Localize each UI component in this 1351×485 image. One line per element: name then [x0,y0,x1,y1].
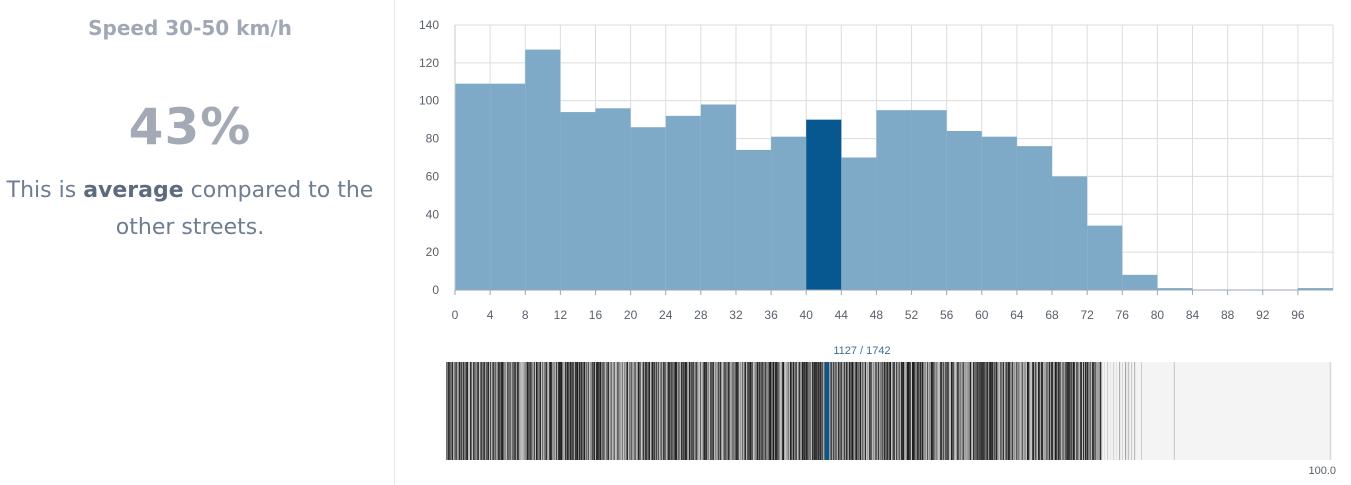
histogram-bar [1122,274,1158,290]
rank-label: 1127 / 1742 [833,345,890,357]
histogram-bar [1297,288,1333,290]
panel-title: Speed 30-50 km/h [88,16,292,40]
comparison-text: This is average compared to the other st… [0,172,380,246]
y-tick-label: 120 [419,56,439,70]
y-tick-label: 20 [426,245,440,259]
x-tick-label: 64 [1010,308,1024,322]
histogram-bar-highlighted [806,119,842,291]
x-tick-label: 20 [624,308,638,322]
comparison-prefix: This is [6,178,84,203]
x-tick-label: 32 [729,308,743,322]
x-tick-label: 52 [905,308,919,322]
histogram-bar [876,110,912,290]
y-tick-label: 140 [419,18,439,32]
strip-lines [446,362,1331,460]
x-tick-label: 44 [835,308,849,322]
x-tick-label: 68 [1045,308,1059,322]
x-tick-label: 76 [1116,308,1130,322]
histogram-bar [700,104,736,290]
y-tick-label: 80 [426,132,440,146]
x-tick-label: 84 [1186,308,1200,322]
histogram-bar [595,108,631,291]
percent-value: 43% [128,98,252,156]
x-tick-label: 8 [522,308,529,322]
x-tick-label: 0 [452,308,459,322]
x-tick-label: 48 [870,308,884,322]
histogram-bar [455,83,491,290]
x-tick-label: 4 [487,308,494,322]
x-tick-label: 36 [764,308,778,322]
y-tick-label: 60 [426,169,440,183]
max-value-label: 100.0 [1308,465,1336,477]
x-tick-label: 72 [1080,308,1094,322]
comparison-suffix: compared to the other streets. [115,178,374,240]
x-tick-label: 80 [1151,308,1165,322]
summary-panel: Speed 30-50 km/h 43% This is average com… [0,0,395,485]
x-tick-label: 88 [1221,308,1235,322]
histogram-bar [841,157,877,290]
histogram-bar [560,112,596,290]
histogram-bar [771,136,807,290]
histogram-bar [1052,176,1088,290]
histogram-bar [981,136,1017,290]
x-tick-label: 56 [940,308,954,322]
x-tick-label: 40 [800,308,814,322]
histogram-bar [1016,146,1053,290]
histogram-bars [455,49,1333,291]
x-tick-label: 16 [589,308,603,322]
comparison-rating: average [83,178,184,203]
x-tick-label: 24 [659,308,673,322]
histogram-bar [946,131,982,290]
histogram-bar [490,83,526,290]
y-tick-label: 100 [419,94,439,108]
x-tick-label: 96 [1291,308,1305,322]
histogram-bar [665,115,701,290]
histogram-bar [735,149,772,290]
x-tick-label: 28 [694,308,708,322]
y-tick-label: 0 [432,283,439,297]
histogram-bar [1087,225,1123,290]
histogram-bar [911,110,947,290]
histogram-bar [525,49,561,290]
histogram-bar [630,127,666,290]
x-tick-label: 92 [1256,308,1270,322]
y-tick-label: 40 [426,207,440,221]
street-distribution-strip: 1127 / 1742 100.0 [446,345,1336,477]
x-tick-label: 12 [554,308,568,322]
x-tick-label: 60 [975,308,989,322]
histogram-bar [1157,288,1193,290]
